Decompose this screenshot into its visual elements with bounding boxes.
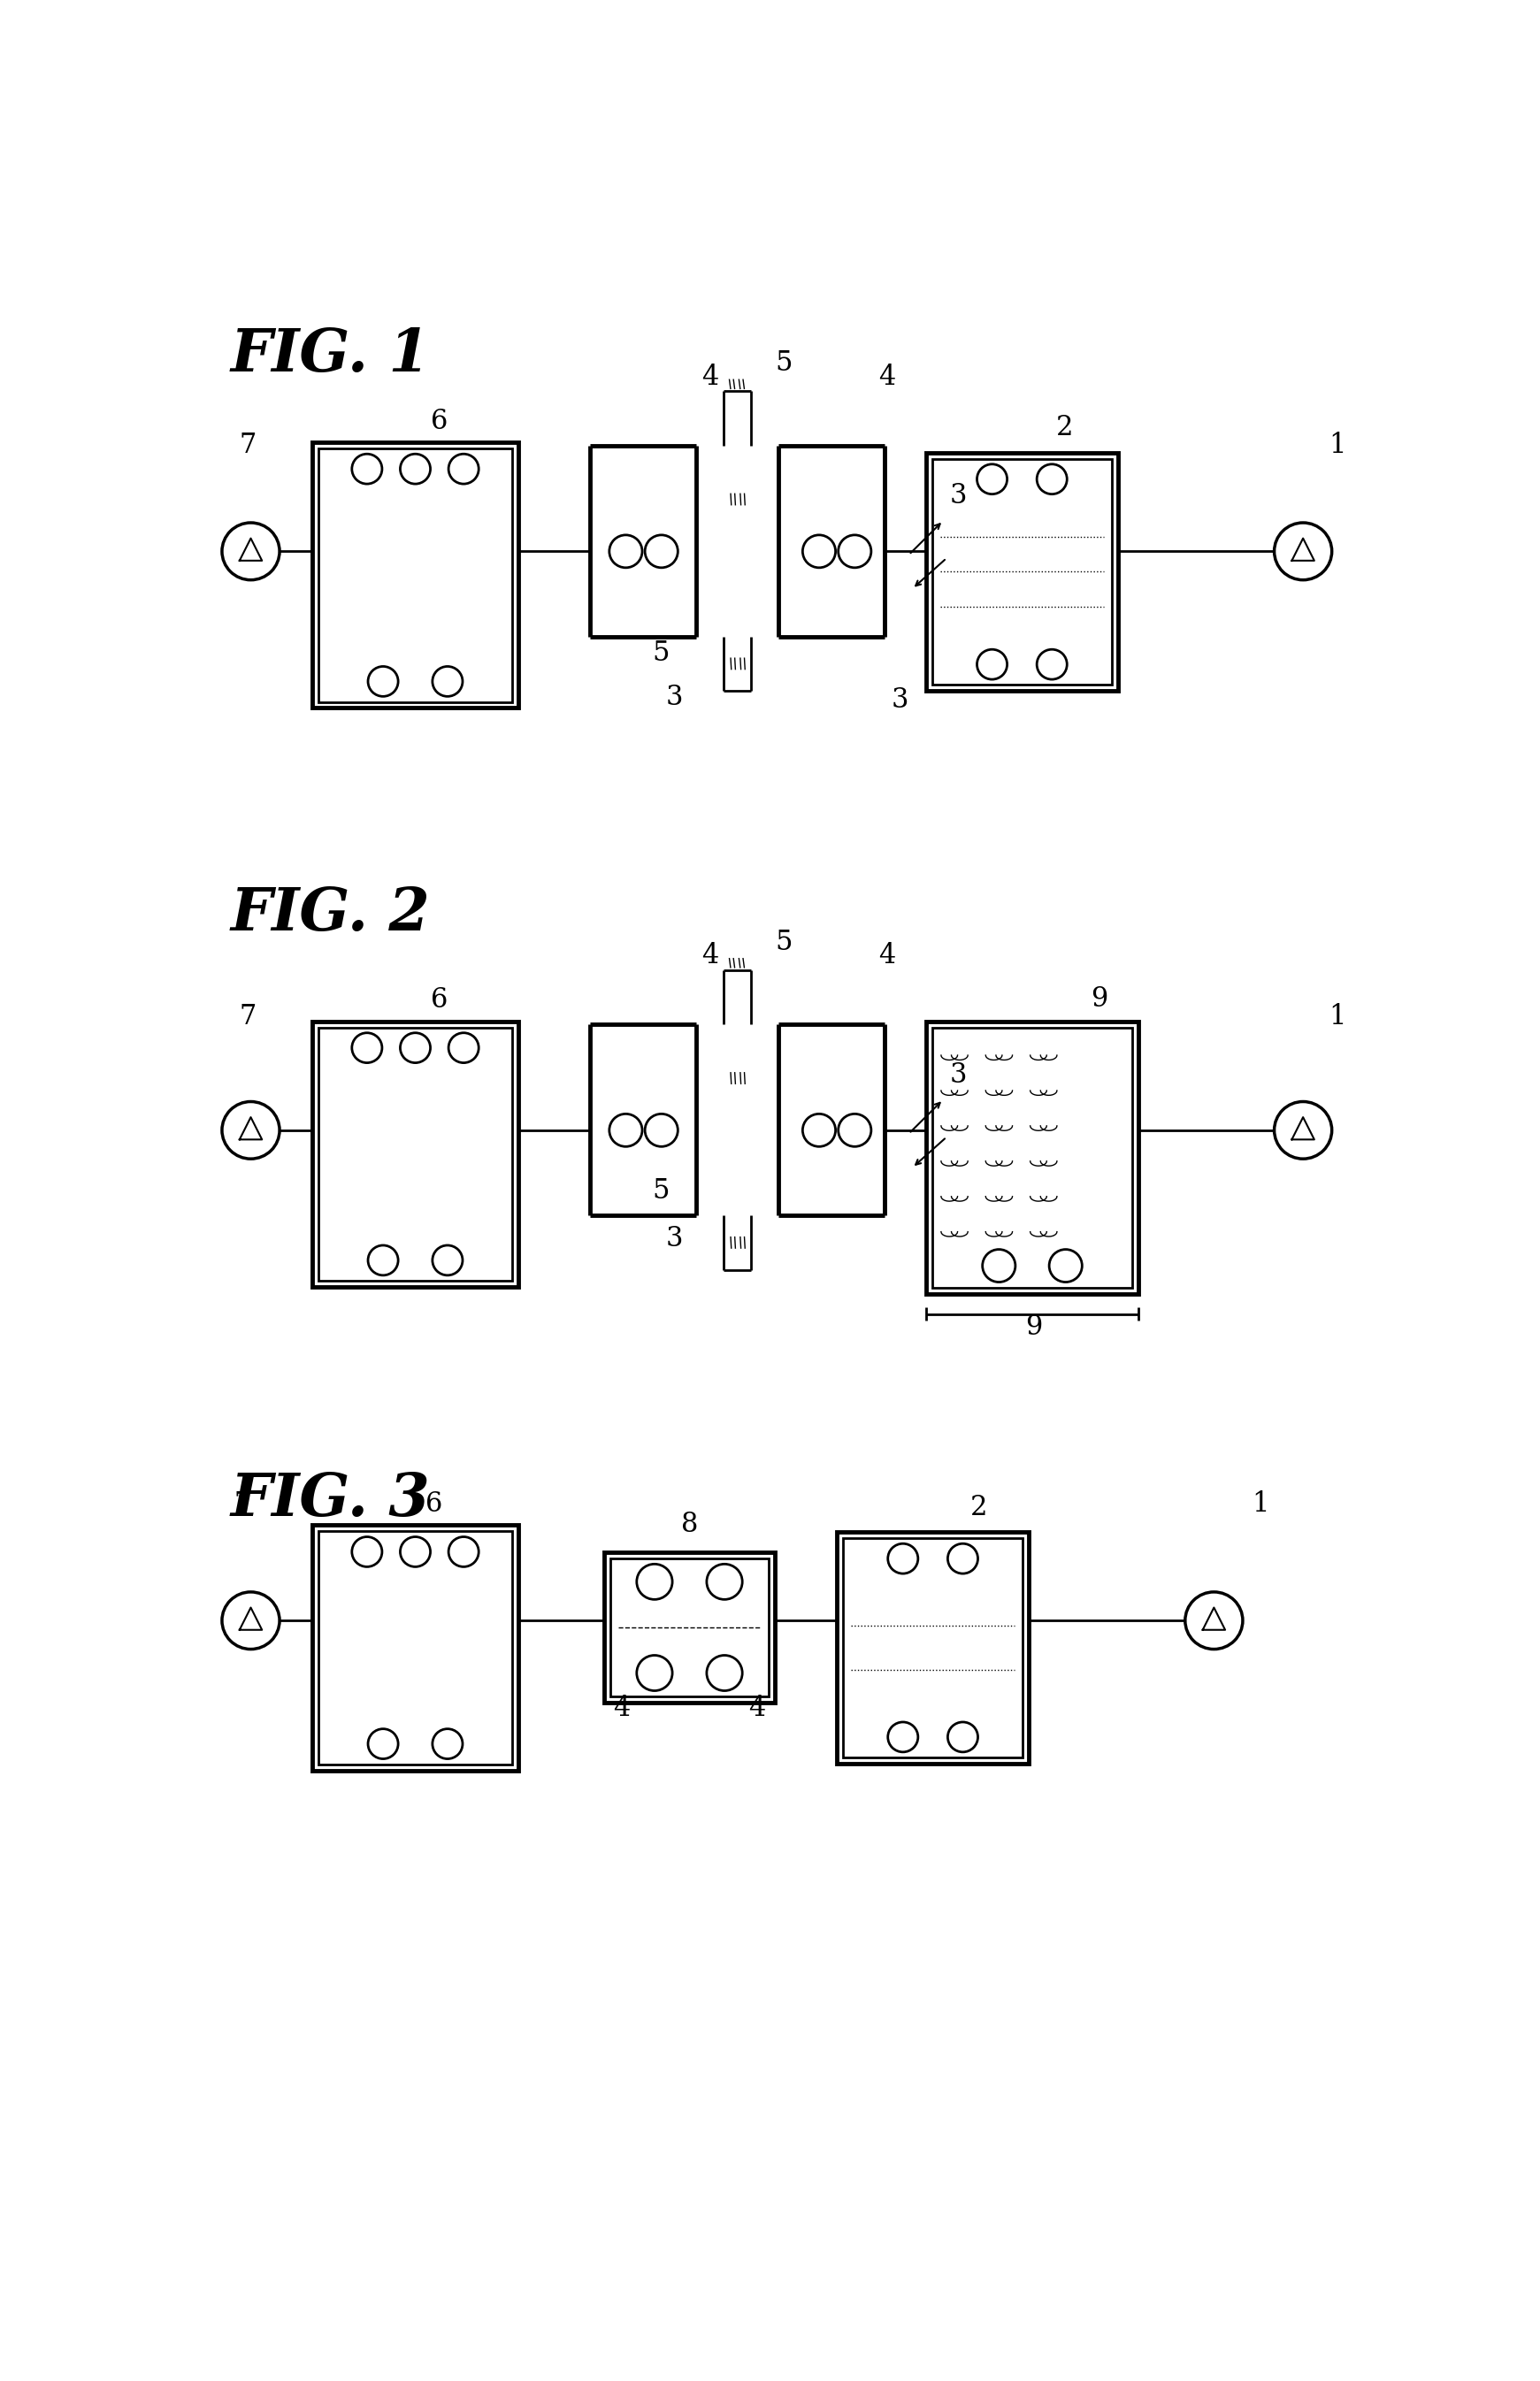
Circle shape	[610, 536, 642, 567]
Circle shape	[222, 1593, 280, 1650]
Text: 6: 6	[431, 407, 448, 436]
Circle shape	[222, 1102, 280, 1160]
Circle shape	[983, 1250, 1015, 1281]
Circle shape	[1036, 464, 1067, 495]
Text: 4: 4	[702, 943, 719, 969]
Text: 8: 8	[681, 1512, 699, 1538]
Circle shape	[1274, 1102, 1332, 1160]
Circle shape	[707, 1655, 742, 1691]
Circle shape	[976, 464, 1007, 495]
Circle shape	[889, 1721, 918, 1752]
Circle shape	[351, 1536, 382, 1567]
Text: 7: 7	[234, 1491, 251, 1517]
Text: 4: 4	[613, 1695, 630, 1721]
Bar	[932, 1026, 1132, 1288]
Bar	[610, 1560, 768, 1695]
Text: FIG. 1: FIG. 1	[229, 326, 430, 383]
Circle shape	[947, 1721, 978, 1752]
Text: 4: 4	[878, 364, 895, 390]
Circle shape	[1186, 1593, 1243, 1650]
Circle shape	[645, 536, 678, 567]
Circle shape	[368, 1245, 399, 1276]
Text: 7: 7	[239, 431, 256, 460]
Text: 3: 3	[950, 483, 967, 510]
Text: 2: 2	[1056, 414, 1073, 443]
Bar	[842, 1538, 1023, 1757]
Text: 1: 1	[1329, 431, 1346, 460]
Text: 2: 2	[970, 1493, 987, 1521]
Bar	[313, 443, 517, 707]
Text: 4: 4	[702, 364, 719, 390]
Circle shape	[636, 1655, 673, 1691]
Bar	[319, 1531, 511, 1764]
Circle shape	[802, 536, 836, 567]
Bar	[319, 1026, 511, 1281]
Text: FIG. 2: FIG. 2	[229, 886, 430, 943]
Text: 7: 7	[239, 1002, 256, 1031]
Circle shape	[838, 1114, 872, 1148]
Text: 5: 5	[651, 1176, 668, 1205]
Bar	[926, 1021, 1138, 1293]
Circle shape	[610, 1114, 642, 1148]
Text: 9: 9	[1090, 986, 1107, 1012]
Text: 6: 6	[425, 1491, 442, 1517]
Bar	[319, 448, 511, 702]
Text: 5: 5	[651, 638, 668, 667]
Bar	[313, 1526, 517, 1771]
Text: 4: 4	[748, 1695, 765, 1721]
Text: 5: 5	[775, 350, 793, 376]
Circle shape	[802, 1114, 836, 1148]
Circle shape	[1036, 650, 1067, 679]
Circle shape	[433, 667, 462, 695]
Bar	[604, 1552, 775, 1702]
Text: 9: 9	[1026, 1314, 1043, 1341]
Text: 3: 3	[665, 683, 682, 712]
Bar	[313, 1021, 517, 1286]
Circle shape	[351, 1033, 382, 1062]
Text: FIG. 3: FIG. 3	[229, 1471, 430, 1529]
Text: 5: 5	[775, 929, 793, 955]
Circle shape	[838, 536, 872, 567]
Circle shape	[636, 1564, 673, 1600]
Text: 3: 3	[950, 1062, 967, 1088]
Circle shape	[222, 524, 280, 581]
Text: 6: 6	[431, 986, 448, 1014]
Text: 3: 3	[665, 1224, 682, 1252]
Circle shape	[433, 1245, 462, 1276]
Bar	[932, 460, 1112, 686]
Bar	[836, 1531, 1029, 1764]
Circle shape	[351, 455, 382, 483]
Circle shape	[1049, 1250, 1083, 1281]
Circle shape	[947, 1543, 978, 1574]
Circle shape	[400, 1033, 430, 1062]
Text: 4: 4	[878, 943, 895, 969]
Circle shape	[368, 1729, 399, 1760]
Circle shape	[448, 455, 479, 483]
Circle shape	[400, 455, 430, 483]
Text: 1: 1	[1252, 1491, 1269, 1517]
Bar	[926, 452, 1118, 690]
Circle shape	[433, 1729, 462, 1760]
Circle shape	[976, 650, 1007, 679]
Circle shape	[400, 1536, 430, 1567]
Circle shape	[645, 1114, 678, 1148]
Circle shape	[448, 1033, 479, 1062]
Text: 1: 1	[1329, 1002, 1346, 1031]
Circle shape	[707, 1564, 742, 1600]
Circle shape	[368, 667, 399, 695]
Text: 3: 3	[892, 686, 909, 714]
Circle shape	[448, 1536, 479, 1567]
Circle shape	[889, 1543, 918, 1574]
Circle shape	[1274, 524, 1332, 581]
